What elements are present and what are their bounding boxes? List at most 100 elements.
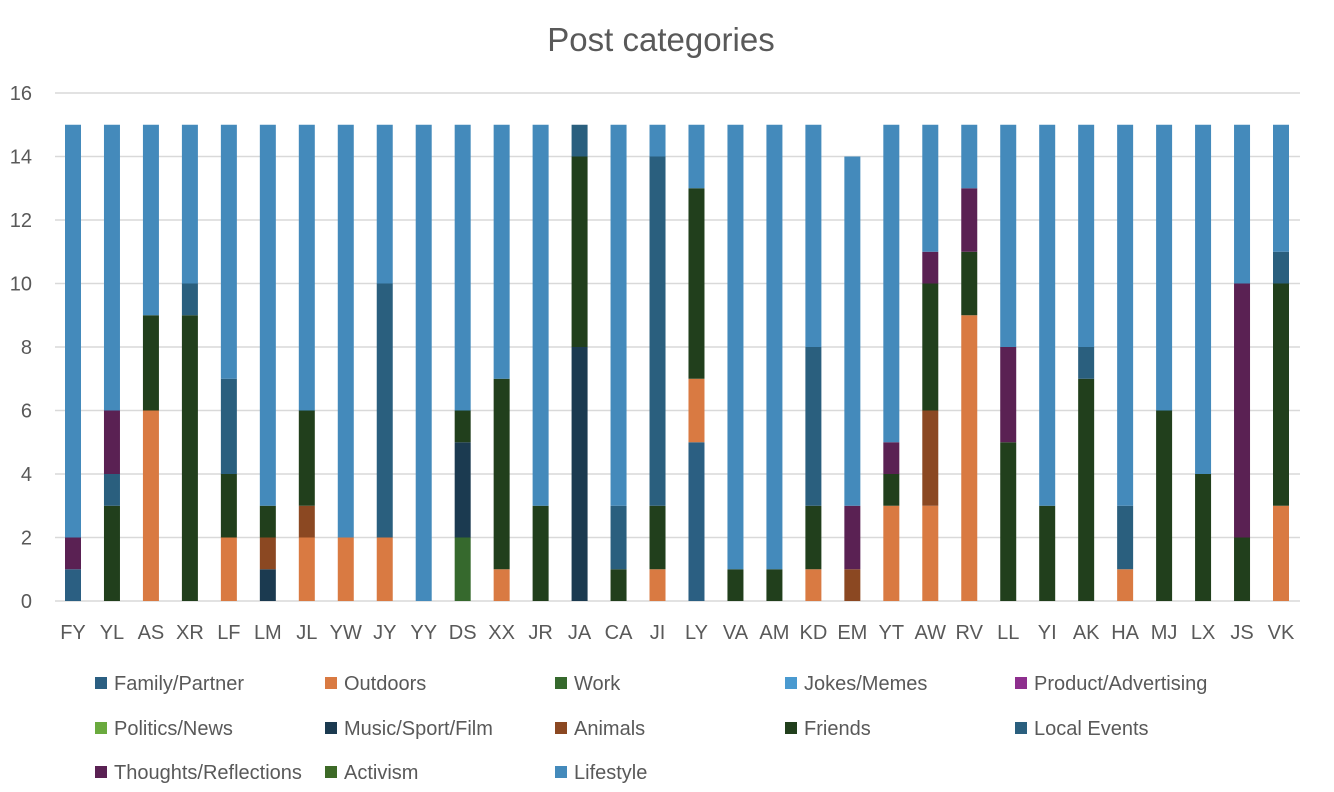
bar-segment-KD-lifestyle [805,124,822,347]
y-tick-label: 12 [10,210,32,232]
bar-segment-LL-friends [1000,442,1017,601]
bar-segment-AK-lifestyle [1078,124,1095,347]
y-tick-label: 0 [21,591,32,613]
legend-swatch [325,766,337,778]
bar-segment-XR-friends [181,315,198,601]
bar-segment-HA-lifestyle [1117,124,1134,506]
legend-label: Product/Advertising [1034,673,1207,695]
bar-segment-RV-outdoors [961,315,978,601]
bar-segment-XX-lifestyle [493,124,510,379]
legend-item: Local Events [1015,718,1149,740]
x-tick-label: YI [1038,622,1057,644]
bars [65,124,1289,601]
bar-segment-DS-music-sport-film [454,442,471,538]
bar-segment-EM-animals [844,569,861,601]
x-tick-label: JS [1230,622,1253,644]
x-tick-label: KD [799,622,827,644]
bar-segment-YT-outdoors [883,505,900,601]
bar-segment-JR-lifestyle [532,124,549,506]
x-tick-label: LL [997,622,1019,644]
bar-segment-JI-friends [649,505,666,570]
legend-label: Lifestyle [574,762,647,784]
bar-segment-KD-outdoors [805,569,822,601]
bar-segment-YW-lifestyle [337,124,354,538]
legend-swatch [95,677,107,689]
bar-segment-CA-local-events [610,505,627,570]
bar-segment-VA-friends [727,569,744,601]
legend-swatch [555,677,567,689]
bar-segment-JS-thoughts-reflections [1234,283,1251,538]
x-tick-label: AW [915,622,947,644]
bar-segment-AW-animals [922,410,939,506]
bar-segment-AS-lifestyle [142,124,159,316]
bar-segment-JL-outdoors [298,537,315,601]
y-tick-label: 16 [10,83,32,105]
bar-segment-YI-friends [1039,505,1056,601]
bar-segment-HA-local-events [1117,505,1134,570]
bar-segment-YY-lifestyle [415,124,432,601]
legend-label: Jokes/Memes [804,673,927,695]
bar-segment-AW-outdoors [922,505,939,601]
bar-segment-CA-lifestyle [610,124,627,506]
gridlines [55,92,1300,602]
bar-segment-XX-outdoors [493,569,510,601]
legend-swatch [785,677,797,689]
bar-segment-LF-outdoors [220,537,237,601]
legend-swatch [1015,677,1027,689]
legend-item: Thoughts/Reflections [95,762,302,784]
x-tick-label: CA [605,622,633,644]
x-tick-label: JL [296,622,317,644]
bar-segment-AW-friends [922,283,939,411]
legend-label: Politics/News [114,718,233,740]
legend-label: Activism [344,762,418,784]
bar-segment-YL-lifestyle [103,124,120,411]
bar-segment-YL-thoughts-reflections [103,410,120,474]
legend-item: Activism [325,762,418,784]
bar-segment-YW-outdoors [337,537,354,601]
bar-segment-LX-friends [1195,474,1212,601]
bar-segment-JS-lifestyle [1234,124,1251,284]
bar-segment-AK-local-events [1078,347,1095,379]
bar-segment-JI-lifestyle [649,124,666,157]
x-tick-label: AS [138,622,165,644]
x-tick-label: RV [956,622,984,644]
bar-segment-LF-lifestyle [220,124,237,379]
bar-segment-LM-lifestyle [259,124,276,506]
bar-segment-LM-music-sport-film [259,569,276,601]
x-tick-label: JA [568,622,592,644]
bar-segment-AM-friends [766,569,783,601]
bar-segment-LY-family-partner [688,442,705,601]
x-tick-label: LY [685,622,708,644]
bar-segment-HA-outdoors [1117,569,1134,601]
legend-label: Music/Sport/Film [344,718,493,740]
bar-segment-JA-music-sport-film [571,347,588,601]
bar-segment-KD-local-events [805,347,822,506]
bar-segment-YT-lifestyle [883,124,900,443]
bar-segment-JY-lifestyle [376,124,393,284]
legend-item: Animals [555,718,645,740]
bar-segment-JY-outdoors [376,537,393,601]
bar-segment-JY-local-events [376,283,393,538]
legend-swatch [555,722,567,734]
bar-segment-JL-lifestyle [298,124,315,411]
bar-segment-YT-friends [883,474,900,506]
x-tick-label: LM [254,622,282,644]
legend-label: Work [574,673,621,695]
bar-segment-LY-lifestyle [688,124,705,189]
x-tick-label: AM [759,622,789,644]
legend-item: Outdoors [325,673,426,695]
x-axis-ticks: FY YL AS XR LF LM JL YW JY YY DS XX JR JA CA JI LY VA AM KD… [60,622,1295,644]
bar-segment-JA-friends [571,156,588,347]
x-tick-label: JI [650,622,666,644]
bar-segment-EM-thoughts-reflections [844,505,861,570]
bar-segment-CA-friends [610,569,627,601]
bar-segment-AM-lifestyle [766,124,783,570]
bar-segment-RV-lifestyle [961,124,978,189]
bar-segment-VK-local-events [1273,251,1289,284]
legend-item: Lifestyle [555,762,647,784]
bar-segment-XX-friends [493,378,510,570]
bar-segment-RV-friends [961,251,978,316]
chart-title: Post categories [547,21,774,58]
bar-segment-DS-friends [454,410,471,443]
bar-segment-RV-thoughts-reflections [961,188,978,252]
